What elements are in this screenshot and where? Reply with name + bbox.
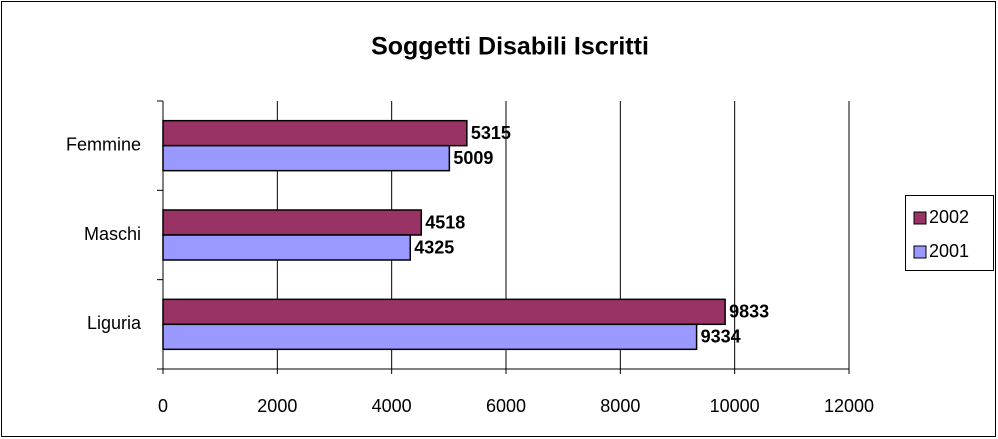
chart-title: Soggetti Disabili Iscritti: [371, 33, 649, 61]
x-tick-label: 12000: [824, 396, 874, 416]
x-tick-label: 2000: [257, 396, 297, 416]
bar: [162, 323, 698, 351]
legend-label: 2001: [929, 241, 969, 261]
x-tick-label: 8000: [600, 396, 640, 416]
value-label: 9334: [701, 327, 741, 347]
bar: [162, 298, 726, 326]
y-tick-label: Maschi: [84, 224, 141, 244]
y-tick-label: Femmine: [66, 134, 141, 154]
bar: [162, 234, 411, 261]
legend-label: 2002: [929, 207, 969, 227]
bar: [162, 144, 451, 172]
legend-swatch: [913, 245, 927, 259]
bar: [162, 209, 423, 236]
bar: [162, 119, 468, 147]
value-label: 9833: [729, 302, 769, 322]
value-label: 4325: [414, 237, 454, 257]
x-tick-label: 4000: [372, 396, 412, 416]
value-label: 4518: [425, 212, 465, 232]
x-tick-label: 6000: [486, 396, 526, 416]
y-tick-label: Liguria: [87, 313, 142, 333]
value-label: 5315: [471, 123, 511, 143]
x-tick-label: 10000: [710, 396, 760, 416]
value-label: 5009: [453, 148, 493, 168]
x-tick-label: 0: [158, 396, 168, 416]
legend-swatch: [913, 211, 927, 225]
